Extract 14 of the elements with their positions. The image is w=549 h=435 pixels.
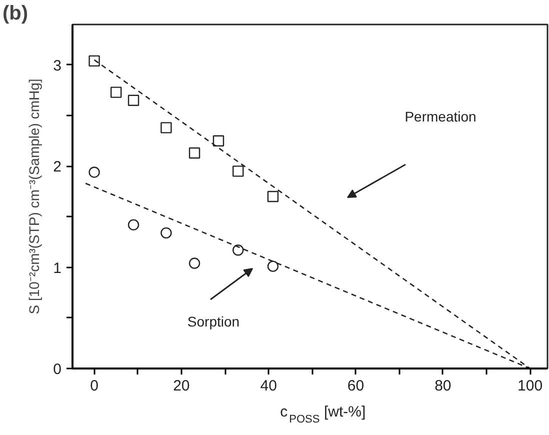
y-tick-label: 2 [53,158,62,176]
x-tick-label: 80 [434,378,452,394]
annotation: Sorption [187,314,240,330]
y-tick-label: 3 [53,57,62,74]
x-tick-label: 40 [260,378,277,394]
y-axis-title: S [10⁻²cm³(STP) cm⁻³(Sample) cmHg] [26,78,42,314]
x-tick-label: 60 [347,378,364,394]
x-tick-label: 100 [518,378,543,394]
chart-title: (b) [2,2,28,24]
x-tick-label: 0 [90,378,98,394]
y-tick-label: 1 [53,260,62,277]
annotation: Permeation [404,108,476,124]
y-tick-label: 0 [53,361,62,378]
x-tick-label: 20 [173,378,190,394]
